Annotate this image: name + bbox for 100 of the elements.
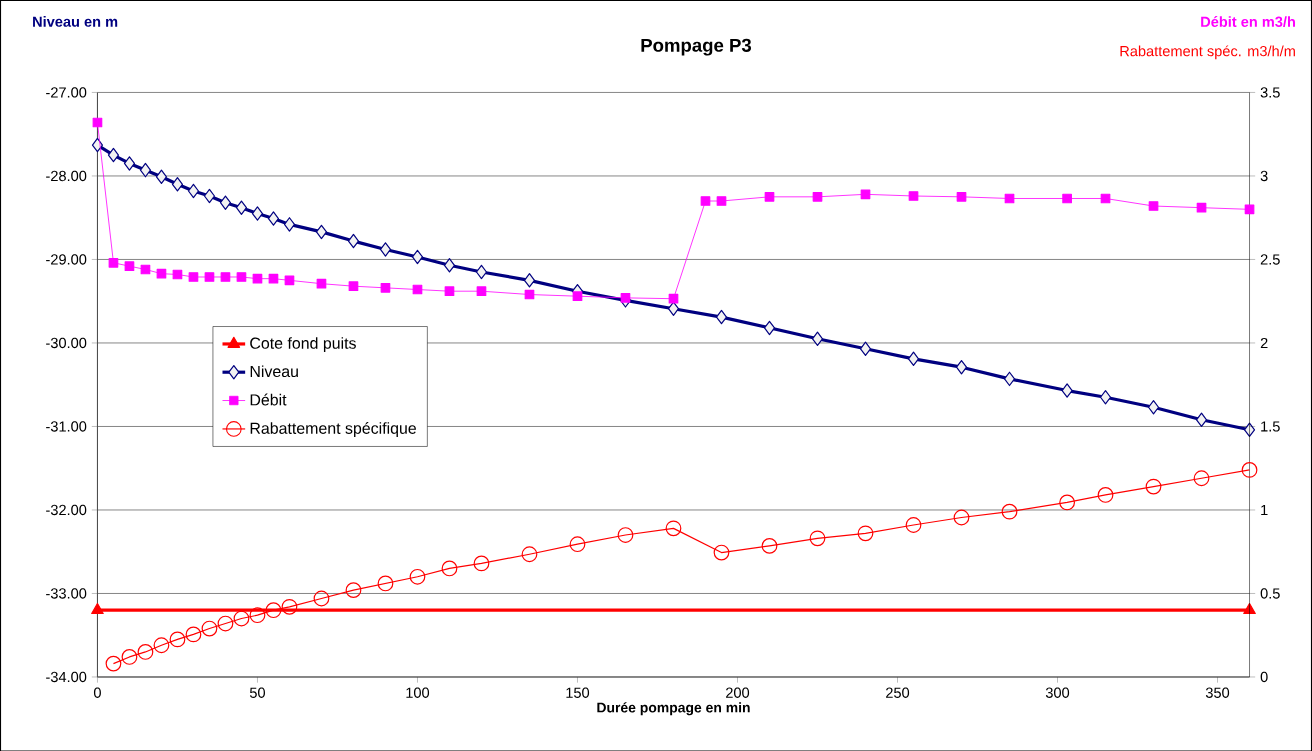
point bbox=[1193, 470, 1210, 486]
y2-tick-label: 0 bbox=[1260, 671, 1268, 682]
x-tick-label: 0 bbox=[93, 687, 101, 698]
point bbox=[955, 359, 968, 375]
y-tick-label: -32.00 bbox=[46, 504, 87, 515]
x-tick-label: 100 bbox=[406, 687, 430, 698]
point bbox=[572, 291, 583, 301]
point bbox=[859, 341, 872, 356]
point bbox=[345, 582, 362, 598]
point bbox=[857, 525, 874, 542]
point bbox=[409, 568, 426, 585]
point bbox=[444, 286, 455, 296]
point bbox=[617, 526, 634, 543]
point bbox=[761, 537, 778, 554]
point bbox=[475, 264, 488, 279]
y-tick-label: -34.00 bbox=[46, 671, 87, 682]
point bbox=[1241, 461, 1258, 478]
point bbox=[169, 631, 186, 648]
point bbox=[139, 162, 152, 178]
point bbox=[860, 189, 871, 199]
point bbox=[764, 191, 775, 202]
point bbox=[220, 271, 231, 282]
point bbox=[347, 233, 360, 249]
x-tick-label: 200 bbox=[726, 687, 750, 698]
point bbox=[953, 509, 970, 526]
text: Rabattement spéc. m3/h/m bbox=[1120, 45, 1295, 59]
point bbox=[252, 273, 263, 284]
point bbox=[105, 655, 122, 672]
point bbox=[219, 195, 232, 210]
point bbox=[123, 155, 136, 171]
point bbox=[348, 281, 359, 291]
point bbox=[155, 169, 168, 184]
point bbox=[156, 268, 167, 279]
point bbox=[267, 211, 280, 226]
point bbox=[281, 598, 298, 615]
point bbox=[1099, 389, 1112, 405]
point bbox=[809, 530, 826, 547]
x-tick-label: 250 bbox=[886, 687, 910, 698]
point bbox=[1147, 399, 1160, 415]
point bbox=[411, 249, 424, 264]
point bbox=[523, 272, 536, 288]
point bbox=[665, 520, 682, 537]
y2-tick-label: 2 bbox=[1260, 337, 1268, 348]
y-tick-label: -33.00 bbox=[46, 588, 87, 599]
point bbox=[137, 643, 154, 660]
point bbox=[716, 195, 727, 206]
y2-tick-label: 1.5 bbox=[1261, 421, 1280, 432]
legend-label: Niveau bbox=[250, 365, 298, 377]
y-tick-label: -31.00 bbox=[46, 421, 87, 432]
point bbox=[91, 137, 104, 153]
point bbox=[521, 546, 538, 562]
point bbox=[153, 637, 170, 653]
point bbox=[700, 195, 711, 206]
point bbox=[668, 293, 679, 304]
legend-label: Cote fond puits bbox=[250, 336, 356, 352]
point bbox=[284, 275, 295, 285]
point bbox=[908, 190, 919, 201]
point bbox=[715, 309, 728, 325]
point bbox=[379, 241, 392, 257]
y-axis-title: Niveau en m bbox=[33, 15, 118, 27]
point bbox=[667, 301, 680, 316]
x-axis-title: Durée pompage en min bbox=[597, 701, 750, 716]
x-tick-label: 300 bbox=[1045, 687, 1070, 698]
y2-tick-label: 3 bbox=[1260, 170, 1268, 181]
point bbox=[283, 216, 296, 232]
y-tick-label: -29.00 bbox=[46, 254, 87, 265]
point bbox=[763, 320, 776, 335]
y-tick-label: -28.00 bbox=[46, 170, 87, 181]
point bbox=[1148, 200, 1159, 211]
y2-tick-label: 1 bbox=[1261, 504, 1268, 515]
y-tick-label: -30.00 bbox=[46, 337, 87, 348]
point bbox=[235, 200, 248, 215]
point bbox=[108, 257, 119, 268]
point bbox=[107, 147, 120, 163]
point bbox=[268, 273, 279, 284]
x-tick-label: 150 bbox=[566, 687, 590, 698]
x-tick-label: 350 bbox=[1205, 687, 1230, 698]
point bbox=[1196, 202, 1207, 213]
point bbox=[265, 602, 282, 618]
x-tick-label: 50 bbox=[249, 687, 265, 698]
chart-title: Pompage P3 bbox=[641, 38, 752, 56]
point bbox=[620, 292, 631, 303]
point bbox=[476, 286, 487, 296]
point bbox=[473, 555, 490, 572]
y-tick-label: -27.00 bbox=[46, 87, 87, 98]
legend-label: Rabattement spécifique bbox=[250, 421, 416, 437]
point bbox=[233, 610, 250, 627]
point bbox=[201, 620, 218, 637]
point bbox=[1195, 412, 1208, 427]
y2-tick-label: 3.5 bbox=[1260, 87, 1280, 98]
point bbox=[316, 278, 327, 289]
point bbox=[713, 544, 730, 561]
point bbox=[811, 331, 824, 346]
point bbox=[217, 615, 234, 632]
point bbox=[441, 560, 458, 577]
point bbox=[188, 271, 199, 282]
point bbox=[121, 648, 138, 665]
point bbox=[203, 188, 216, 204]
point bbox=[1061, 383, 1073, 398]
y2-tick-label: 2.5 bbox=[1260, 254, 1280, 265]
